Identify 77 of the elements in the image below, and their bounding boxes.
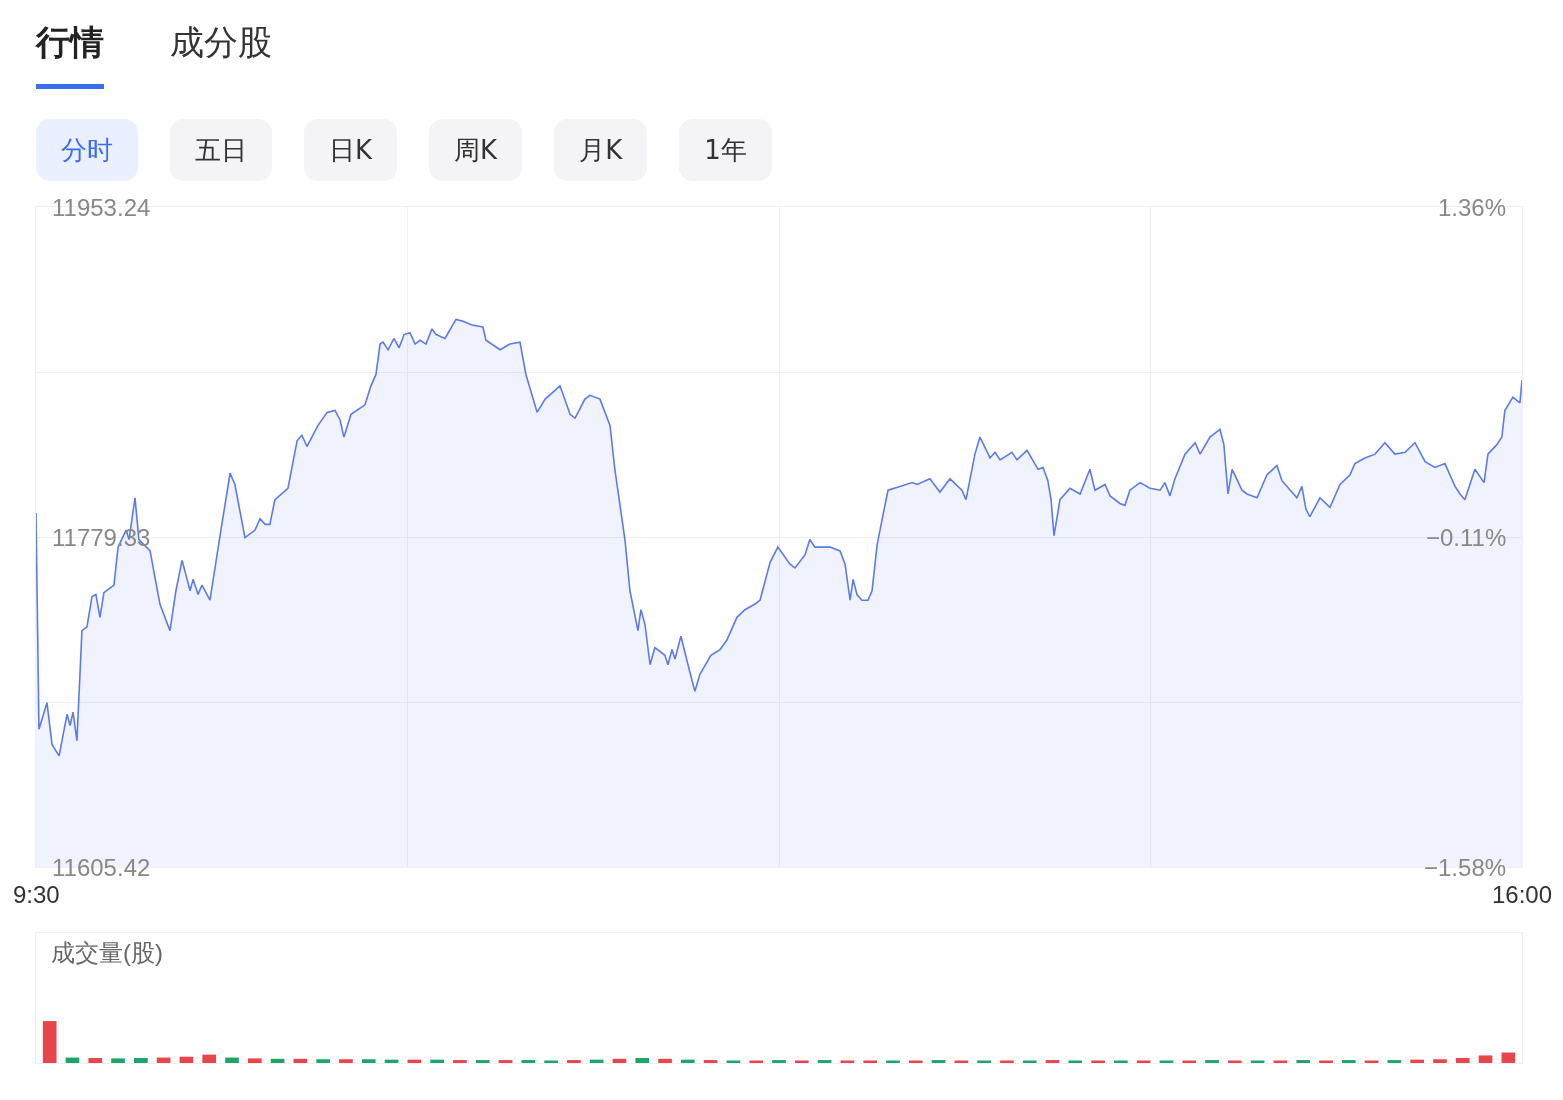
bar: [772, 1060, 786, 1063]
bar: [635, 1057, 650, 1063]
y-tick-label: 11953.24: [52, 194, 151, 221]
bar: [544, 1060, 558, 1063]
bar: [225, 1057, 239, 1063]
bar: [361, 1059, 376, 1063]
bar: [749, 1060, 764, 1063]
bar: [1319, 1060, 1333, 1063]
bar: [840, 1060, 855, 1063]
y-tick-label: 11605.42: [52, 854, 151, 881]
bar: [134, 1057, 148, 1063]
bar: [1455, 1057, 1470, 1063]
bar: [1341, 1060, 1356, 1063]
bar: [475, 1060, 490, 1063]
bar: [726, 1060, 741, 1063]
bar: [703, 1060, 718, 1063]
bar: [1250, 1060, 1265, 1063]
bar: [886, 1060, 900, 1063]
bar: [1296, 1060, 1311, 1063]
bar: [567, 1060, 581, 1063]
text: 月K: [554, 119, 648, 181]
bar: [1478, 1055, 1493, 1063]
bar: [453, 1060, 467, 1063]
bar: [1501, 1052, 1516, 1063]
bar: [1000, 1060, 1014, 1063]
text: 成分股: [170, 21, 272, 64]
bar: [658, 1058, 672, 1063]
bar: [111, 1058, 125, 1063]
bar: [908, 1060, 923, 1063]
y2-tick-label: −0.11%: [1426, 524, 1507, 551]
bar: [293, 1058, 308, 1063]
bar: [977, 1060, 991, 1063]
bar: [88, 1057, 103, 1063]
bar: [1364, 1060, 1379, 1063]
bar: [1045, 1060, 1060, 1063]
text: 1年: [679, 119, 772, 181]
bar: [270, 1058, 285, 1063]
bar: [612, 1058, 627, 1063]
bar: [247, 1058, 262, 1063]
y2-tick-label: −1.58%: [1424, 854, 1507, 881]
bar: [1114, 1060, 1128, 1063]
text: 行情: [36, 20, 104, 89]
bar: [1159, 1060, 1174, 1063]
x-tick-label: 9:30: [13, 881, 60, 908]
bar: [954, 1060, 969, 1063]
chart-title: 成交量(股): [51, 939, 163, 966]
bar: [498, 1060, 513, 1063]
bar: [1387, 1060, 1402, 1063]
bar: [430, 1059, 444, 1063]
bar: [1205, 1060, 1219, 1063]
text: 分时: [36, 119, 138, 181]
bar: [1433, 1059, 1447, 1063]
bar: [931, 1060, 946, 1063]
bar: [1022, 1060, 1037, 1063]
bar: [794, 1060, 809, 1063]
bar: [42, 1021, 57, 1063]
x-tick-label: 16:00: [1492, 881, 1553, 908]
text: 日K: [304, 119, 398, 181]
bar: [202, 1054, 217, 1063]
bar: [863, 1060, 877, 1063]
bar: [1227, 1060, 1242, 1063]
bar: [1091, 1060, 1105, 1063]
y2-tick-label: 1.36%: [1438, 194, 1507, 221]
bar: [179, 1056, 194, 1063]
bar: [339, 1059, 353, 1063]
text: 周K: [429, 119, 523, 181]
bar: [1182, 1060, 1197, 1063]
bar: [1068, 1060, 1083, 1063]
bar: [681, 1059, 695, 1063]
bar: [817, 1060, 832, 1063]
bar: [1273, 1060, 1288, 1063]
bar: [589, 1059, 604, 1063]
bar: [316, 1059, 331, 1063]
bar: [1410, 1059, 1424, 1063]
bar: [1136, 1060, 1151, 1063]
bar: [521, 1060, 536, 1063]
text: 五日: [170, 119, 272, 181]
